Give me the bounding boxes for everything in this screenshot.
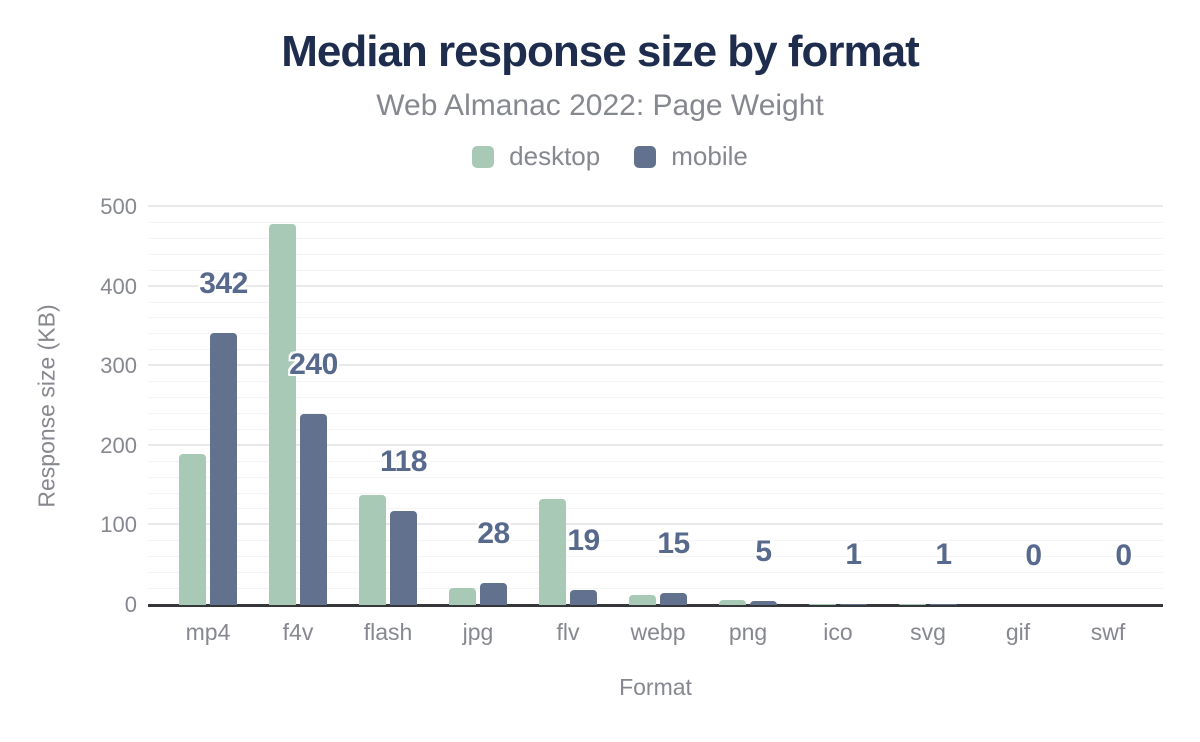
bar-desktop-f4v [269, 223, 296, 605]
x-tick-label-swf: swf [1090, 619, 1126, 645]
bar-desktop-jpg [449, 587, 476, 605]
x-tick-label-png: png [728, 619, 768, 645]
y-tick-label: 400 [100, 273, 137, 299]
chart-title: Median response size by format [281, 27, 920, 76]
legend-item-mobile: mobile [634, 141, 748, 172]
value-label-flash: 118 [380, 445, 427, 479]
gridline [148, 412, 1163, 414]
category-slot-svg: 1 svg [883, 207, 973, 645]
gridline [148, 253, 1163, 255]
bar-desktop-webp [629, 595, 656, 605]
gridline [148, 588, 1163, 590]
x-tick-label-svg: svg [910, 619, 946, 645]
bar-mobile-webp [660, 593, 687, 605]
value-label-flv: 19 [567, 523, 600, 557]
bar-mobile-flv [570, 589, 597, 605]
value-label-gif: 0 [1025, 539, 1042, 572]
bar-mobile-f4v [300, 413, 327, 605]
value-label-swf: 0 [1115, 539, 1132, 572]
gridline [148, 364, 1163, 367]
y-axis-tick-labels: 0 100 200 300 400 500 [55, 194, 137, 617]
bars-area: 342 mp4 240 f4v 118 flash 28 jpg 19 flv 15 webp 5 png… [163, 207, 1153, 646]
gridline [148, 508, 1163, 510]
chart-legend: desktop mobile [10, 141, 1200, 172]
gridline [148, 460, 1163, 462]
x-tick-label-gif: gif [1005, 619, 1031, 645]
x-tick-label-mp4: mp4 [185, 619, 231, 645]
x-axis-line [148, 604, 1163, 607]
category-slot-webp: 15 webp [613, 207, 703, 645]
bar-mobile-ico [840, 604, 867, 605]
x-axis-title: Format [619, 674, 692, 700]
value-label-jpg: 28 [477, 516, 510, 550]
gridline [148, 443, 1163, 446]
y-tick-label: 300 [100, 353, 137, 379]
x-tick-label-f4v: f4v [282, 619, 314, 645]
category-slot-png: 5 png [703, 207, 793, 645]
bar-mobile-svg [930, 604, 957, 605]
x-tick-label-jpg: jpg [462, 619, 494, 645]
gridline [148, 556, 1163, 558]
y-tick-label: 100 [100, 512, 137, 538]
value-label-svg: 1 [935, 538, 952, 572]
value-label-ico: 1 [845, 538, 862, 572]
legend-swatch-desktop [472, 145, 495, 168]
chart-subtitle: Web Almanac 2022: Page Weight [376, 89, 824, 122]
x-tick-label-flash: flash [363, 619, 413, 645]
y-tick-label: 0 [124, 592, 137, 617]
bar-desktop-flash [359, 495, 386, 605]
category-slot-gif: 0 gif [973, 207, 1063, 646]
gridline [148, 540, 1163, 542]
x-tick-label-flv: flv [556, 619, 580, 645]
bar-mobile-png [750, 601, 777, 605]
gridline [148, 269, 1163, 271]
bar-desktop-mp4 [179, 453, 206, 605]
category-slot-flv: 19 flv [523, 207, 613, 645]
legend-label: mobile [671, 141, 748, 171]
bar-mobile-jpg [480, 582, 507, 605]
gridline [148, 221, 1163, 223]
category-slot-flash: 118 flash [343, 207, 433, 645]
gridline [148, 349, 1163, 351]
gridline [148, 476, 1163, 478]
gridline [148, 284, 1163, 287]
legend-swatch-mobile [634, 145, 657, 168]
gridline [148, 301, 1163, 303]
gridline [148, 523, 1163, 526]
value-label-mp4: 342 [199, 266, 248, 300]
gridline [148, 397, 1163, 399]
bar-mobile-flash [390, 511, 417, 605]
x-tick-label-webp: webp [630, 619, 686, 645]
category-slot-mp4: 342 mp4 [163, 207, 253, 645]
gridline [148, 317, 1163, 319]
category-slot-swf: 0 swf [1063, 207, 1153, 646]
value-label-webp: 15 [657, 527, 690, 561]
legend-item-desktop: desktop [472, 141, 600, 172]
bar-desktop-svg [899, 604, 926, 605]
y-axis-title: Response size (KB) [33, 304, 60, 508]
category-slot-jpg: 28 jpg [433, 207, 523, 645]
legend-label: desktop [509, 141, 601, 171]
value-label-png: 5 [755, 535, 772, 569]
gridline [148, 572, 1163, 574]
gridline [148, 381, 1163, 383]
y-tick-label: 500 [100, 194, 137, 219]
value-label-f4v: 240 [289, 347, 338, 381]
y-tick-label: 200 [100, 432, 137, 458]
bar-mobile-mp4 [210, 332, 237, 605]
gridline [148, 492, 1163, 494]
category-slot-f4v: 240 f4v [253, 207, 343, 645]
gridline [148, 205, 1163, 207]
bar-desktop-ico [809, 604, 836, 605]
bar-desktop-flv [539, 499, 566, 605]
category-slot-ico: 1 ico [793, 207, 883, 645]
gridline [148, 237, 1163, 239]
gridlines [148, 205, 1163, 605]
x-tick-label-ico: ico [823, 619, 853, 645]
gridline [148, 428, 1163, 430]
bar-desktop-png [719, 600, 746, 605]
gridline [148, 333, 1163, 335]
